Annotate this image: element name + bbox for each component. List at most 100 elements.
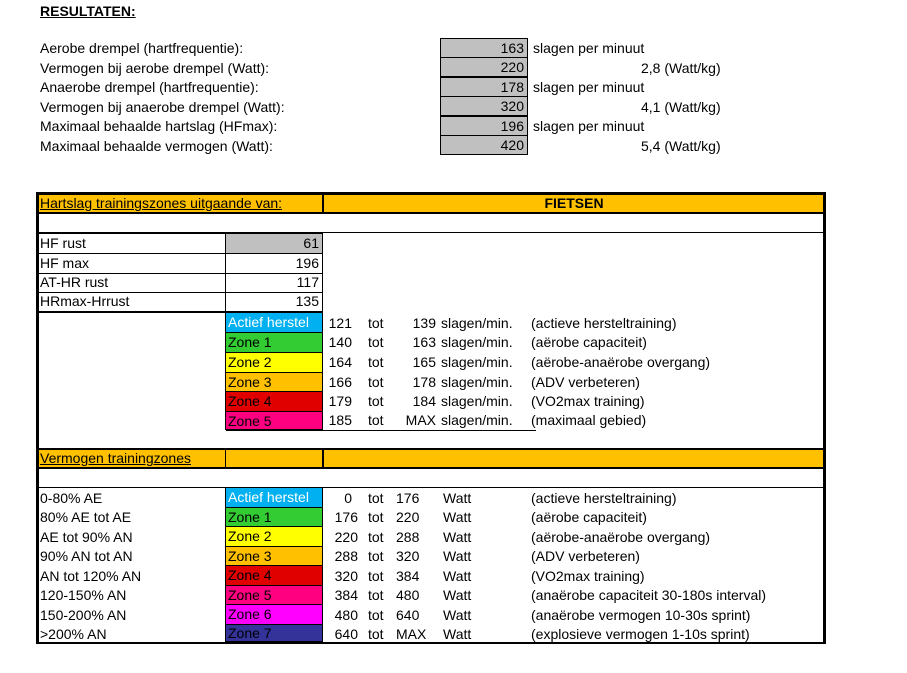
results-value-5: 196 bbox=[440, 116, 528, 136]
power-desc-1: (aërobe capaciteit) bbox=[531, 509, 647, 525]
power-tot-6: tot bbox=[368, 607, 384, 623]
power-separator bbox=[39, 487, 823, 488]
hr-zone-from-5: 185 bbox=[328, 412, 352, 428]
hr-zone-name-0: Actief herstel bbox=[226, 313, 323, 333]
hr-zone-unit-4: slagen/min. bbox=[441, 393, 513, 409]
power-header-top bbox=[39, 448, 823, 450]
hr-zone-tot-5: tot bbox=[368, 412, 384, 428]
results-value-2: 220 bbox=[440, 57, 528, 77]
power-unit-0: Watt bbox=[443, 490, 472, 506]
power-tot-1: tot bbox=[368, 509, 384, 525]
power-zone-name-1: Zone 1 bbox=[226, 508, 323, 527]
power-zone-name-0: Actief herstel bbox=[226, 488, 323, 508]
power-to-3: 320 bbox=[396, 548, 420, 564]
power-tot-3: tot bbox=[368, 548, 384, 564]
power-unit-2: Watt bbox=[443, 529, 472, 545]
hr-header-label: Hartslag trainingszones uitgaande van: bbox=[40, 195, 283, 211]
power-from-6: 480 bbox=[334, 607, 358, 623]
param-value-3: 117 bbox=[296, 274, 319, 290]
power-from-2: 220 bbox=[334, 529, 358, 545]
results-extra-6: 5,4 (Watt/kg) bbox=[641, 138, 721, 154]
param-label-3: AT-HR rust bbox=[40, 274, 109, 290]
results-heading: RESULTATEN: bbox=[40, 3, 136, 19]
hr-zone-desc-4: (VO2max training) bbox=[531, 393, 645, 409]
hr-zone-desc-0: (actieve hersteltraining) bbox=[531, 315, 677, 331]
power-header-divider-2 bbox=[322, 450, 324, 467]
hr-zone-desc-5: (maximaal gebied) bbox=[531, 412, 647, 428]
hr-zone-desc-3: (ADV verbeteren) bbox=[531, 374, 640, 390]
power-unit-7: Watt bbox=[443, 626, 472, 642]
power-from-1: 176 bbox=[334, 509, 358, 525]
hr-zone-desc-1: (aërobe capaciteit) bbox=[531, 334, 647, 350]
results-value-4: 320 bbox=[440, 96, 528, 116]
power-desc-5: (anaërobe capaciteit 30-180s interval) bbox=[531, 587, 767, 603]
hr-zone-to-2: 165 bbox=[412, 354, 436, 370]
power-header-label: Vermogen trainingzones bbox=[40, 450, 191, 466]
frame-right bbox=[823, 192, 826, 644]
power-unit-3: Watt bbox=[443, 548, 472, 564]
results-value-3: 178 bbox=[440, 77, 528, 97]
power-zone-name-2: Zone 2 bbox=[226, 527, 323, 547]
hr-zone-name-3: Zone 3 bbox=[226, 373, 323, 392]
power-desc-3: (ADV verbeteren) bbox=[531, 548, 640, 564]
power-label-6: 150-200% AN bbox=[40, 607, 127, 623]
power-tot-5: tot bbox=[368, 587, 384, 603]
power-to-2: 288 bbox=[396, 529, 420, 545]
hr-zone-tot-3: tot bbox=[368, 374, 384, 390]
param-label-2: HF max bbox=[40, 255, 89, 271]
hr-zone-to-0: 139 bbox=[412, 315, 436, 331]
results-label-1: Aerobe drempel (hartfrequentie): bbox=[40, 40, 244, 56]
hr-zone-desc-2: (aërobe-anaërobe overgang) bbox=[531, 354, 711, 370]
power-to-5: 480 bbox=[396, 587, 420, 603]
power-desc-2: (aërobe-anaërobe overgang) bbox=[531, 529, 711, 545]
power-desc-7: (explosieve vermogen 1-10s sprint) bbox=[531, 626, 750, 642]
power-label-3: 90% AN tot AN bbox=[40, 548, 133, 564]
power-from-5: 384 bbox=[334, 587, 358, 603]
power-label-4: AN tot 120% AN bbox=[40, 568, 142, 584]
power-from-0: 0 bbox=[344, 490, 352, 506]
power-unit-6: Watt bbox=[443, 607, 472, 623]
param-value-1: 61 bbox=[303, 235, 319, 251]
results-extra-2: 2,8 (Watt/kg) bbox=[641, 60, 721, 76]
power-tot-7: tot bbox=[368, 626, 384, 642]
param-sep-2 bbox=[39, 273, 323, 274]
results-unit-3: slagen per minuut bbox=[533, 79, 645, 95]
hr-zones-left bbox=[225, 313, 226, 430]
hf-rust-shade bbox=[226, 234, 322, 253]
hr-zone-name-4: Zone 4 bbox=[226, 392, 323, 412]
hr-zone-unit-3: slagen/min. bbox=[441, 374, 513, 390]
hr-zone-name-2: Zone 2 bbox=[226, 353, 323, 373]
params-top bbox=[39, 233, 323, 234]
hr-zone-to-4: 184 bbox=[412, 393, 436, 409]
power-from-7: 640 bbox=[334, 626, 358, 642]
param-value-4: 135 bbox=[295, 293, 319, 309]
power-label-2: AE tot 90% AN bbox=[40, 529, 133, 545]
sport-label: FIETSEN bbox=[544, 195, 604, 211]
power-to-1: 220 bbox=[396, 509, 420, 525]
frame-header-bottom bbox=[36, 212, 826, 214]
power-header-bar bbox=[39, 450, 823, 467]
results-unit-1: slagen per minuut bbox=[533, 40, 645, 56]
hr-zone-unit-0: slagen/min. bbox=[441, 315, 513, 331]
results-label-5: Maximaal behaalde hartslag (HFmax): bbox=[40, 118, 278, 134]
hr-zone-from-4: 179 bbox=[328, 393, 352, 409]
power-tot-4: tot bbox=[368, 568, 384, 584]
power-zone-name-7: Zone 7 bbox=[226, 625, 323, 642]
params-bottom bbox=[39, 311, 323, 313]
hr-zone-tot-4: tot bbox=[368, 393, 384, 409]
power-tot-2: tot bbox=[368, 529, 384, 545]
power-zone-name-6: Zone 6 bbox=[226, 605, 323, 625]
power-zone-name-4: Zone 4 bbox=[226, 566, 323, 586]
frame-bottom bbox=[36, 642, 826, 644]
power-tot-0: tot bbox=[368, 490, 384, 506]
hr-zones-bottom bbox=[226, 430, 536, 431]
power-zone-name-5: Zone 5 bbox=[226, 586, 323, 605]
power-label-5: 120-150% AN bbox=[40, 587, 127, 603]
param-label-1: HF rust bbox=[40, 235, 86, 251]
power-to-6: 640 bbox=[396, 607, 420, 623]
hr-zone-name-5: Zone 5 bbox=[226, 412, 323, 430]
param-sep-1 bbox=[39, 253, 323, 254]
power-to-0: 176 bbox=[396, 490, 420, 506]
power-label-0: 0-80% AE bbox=[40, 490, 103, 506]
power-zones-left bbox=[225, 488, 226, 644]
